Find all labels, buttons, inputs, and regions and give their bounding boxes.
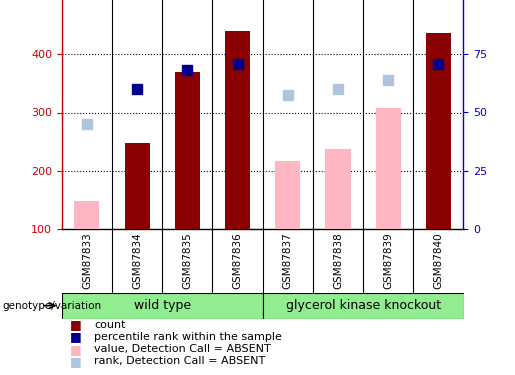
Bar [375,108,401,229]
Text: ■: ■ [70,318,81,332]
Text: GSM87836: GSM87836 [233,232,243,289]
Bar [62,292,263,319]
Bar [426,33,451,229]
Bar [325,148,351,229]
Bar [263,292,464,319]
Bar [175,72,200,229]
Text: ■: ■ [70,355,81,368]
Text: ■: ■ [70,330,81,344]
Bar [125,143,150,229]
Text: GSM87834: GSM87834 [132,232,142,289]
Text: count: count [94,320,126,330]
Bar [74,201,99,229]
Bar [225,31,250,229]
Text: GSM87833: GSM87833 [82,232,92,289]
Text: value, Detection Call = ABSENT: value, Detection Call = ABSENT [94,344,271,354]
Bar [275,161,300,229]
Text: GSM87837: GSM87837 [283,232,293,289]
Text: genotype/variation: genotype/variation [3,301,101,310]
Text: glycerol kinase knockout: glycerol kinase knockout [285,299,441,312]
Text: GSM87839: GSM87839 [383,232,393,289]
Text: rank, Detection Call = ABSENT: rank, Detection Call = ABSENT [94,356,265,366]
Text: GSM87835: GSM87835 [182,232,192,289]
Text: wild type: wild type [134,299,191,312]
Text: GSM87838: GSM87838 [333,232,343,289]
Text: percentile rank within the sample: percentile rank within the sample [94,332,282,342]
Text: GSM87840: GSM87840 [434,232,443,289]
Text: ■: ■ [70,343,81,356]
